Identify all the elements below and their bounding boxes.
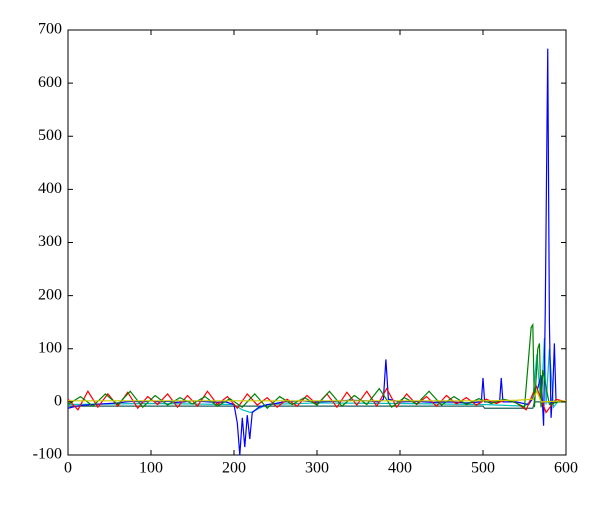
y-tick-label: 500 <box>38 127 62 144</box>
x-tick-label: 600 <box>554 460 578 477</box>
series-line <box>67 322 566 410</box>
y-tick-label: 100 <box>38 339 62 356</box>
x-tick-label: 200 <box>222 460 246 477</box>
y-tick-label: 600 <box>38 74 62 91</box>
y-tick-label: 300 <box>38 233 62 250</box>
x-tick-label: 500 <box>471 460 495 477</box>
x-tick-label: 300 <box>305 460 329 477</box>
series-line <box>68 389 567 403</box>
x-tick-label: 400 <box>388 460 412 477</box>
x-tick-label: 0 <box>64 460 72 477</box>
y-tick-label: 700 <box>38 21 62 38</box>
y-tick-label: 0 <box>54 393 62 410</box>
x-tick-label: 100 <box>139 460 163 477</box>
y-tick-label: 400 <box>38 180 62 197</box>
y-tick-label: -100 <box>33 446 62 463</box>
plot-frame <box>67 29 567 456</box>
y-tick-label: 200 <box>38 286 62 303</box>
